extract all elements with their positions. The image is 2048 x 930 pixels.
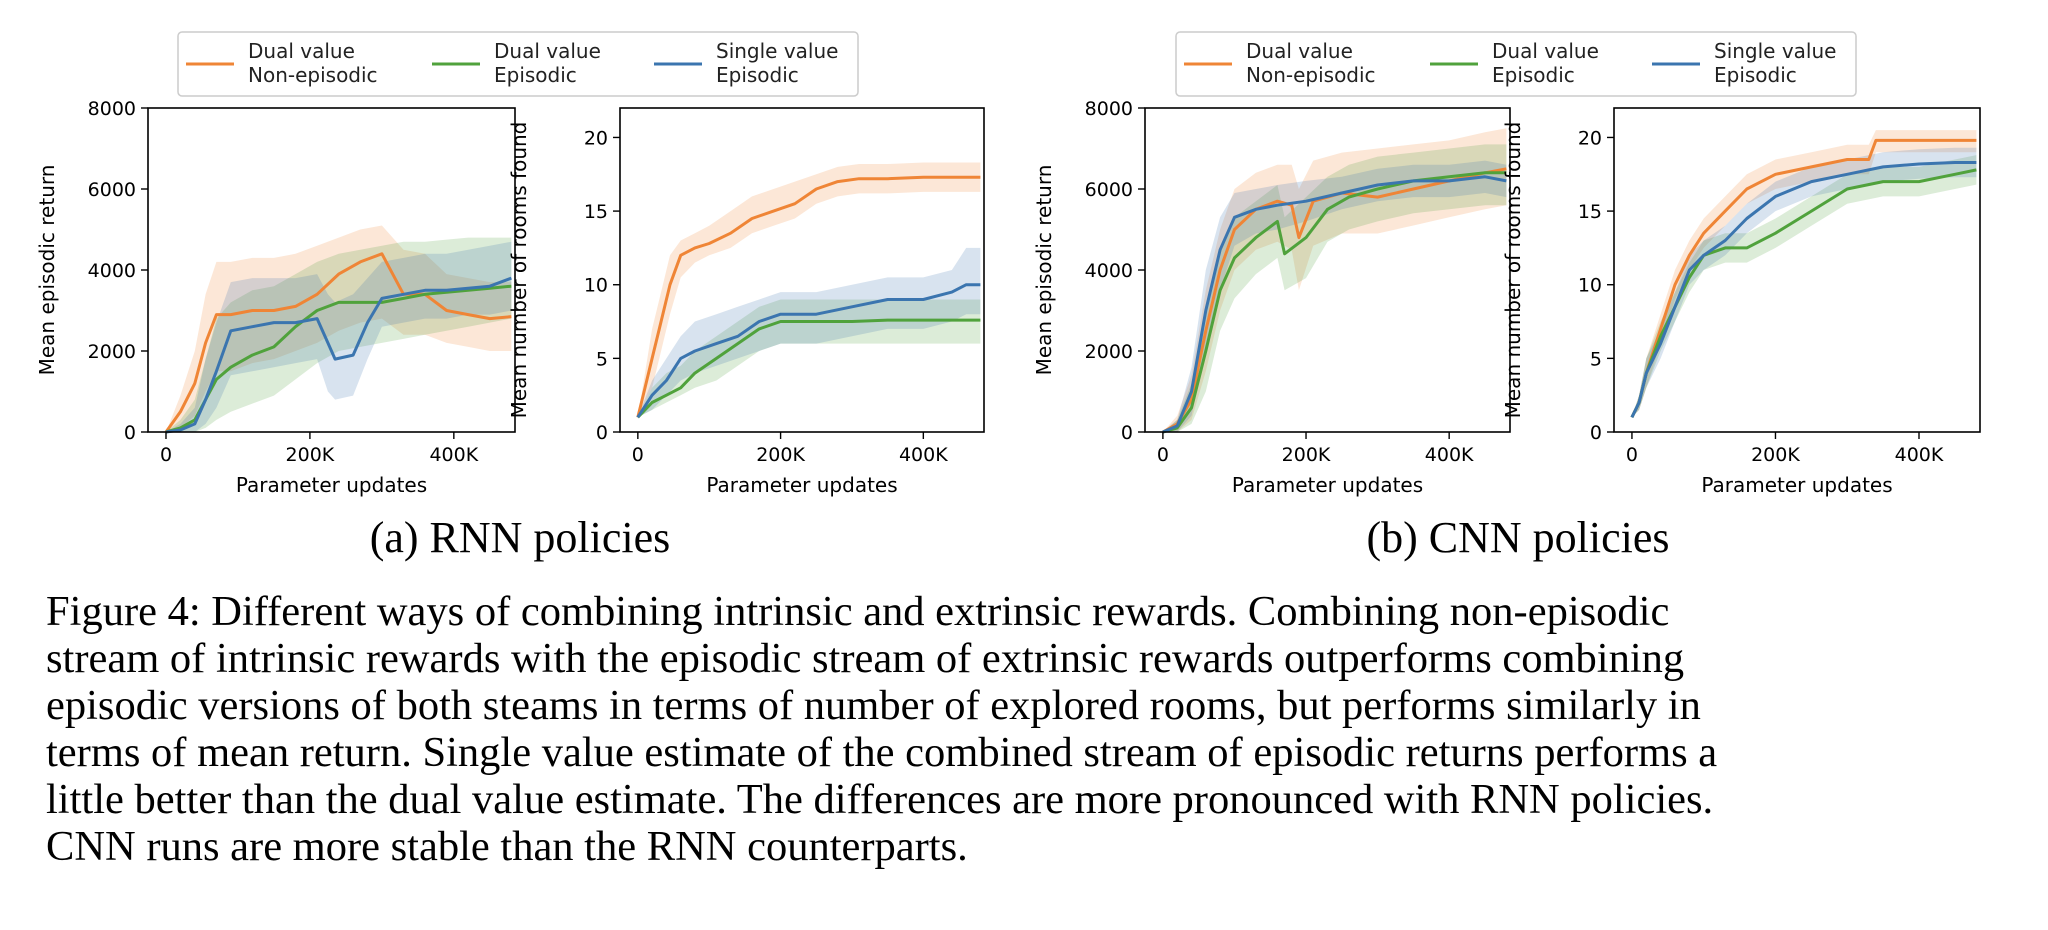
panel-rnn-return: 0 200K 400K 0 2000 4000 6000 8000 Parameter upda… (35, 98, 516, 497)
figure-caption: Figure 4: Different ways of combining in… (46, 588, 2006, 870)
x-tick-label: 0 (160, 444, 172, 466)
legend-label-line1: Single value (716, 39, 838, 63)
legend-label-line2: Episodic (1714, 63, 1797, 87)
band-dual-episodic (166, 237, 512, 432)
y-tick-label: 5 (1590, 348, 1602, 370)
x-tick-label: 400K (429, 444, 478, 466)
line-dual-nonepisodic (1162, 167, 1507, 434)
line-single-episodic (636, 283, 981, 419)
legend-label-line2: Episodic (716, 63, 799, 87)
caption-line: Figure 4: Different ways of combining in… (46, 588, 1670, 635)
y-tick-label: 2000 (1085, 341, 1133, 363)
y-tick-label: 10 (584, 275, 608, 297)
legend-frame (1175, 31, 1857, 97)
panel-rnn-rooms: 0 200K 400K 0 5 10 15 20 Parameter updates Mean n… (507, 107, 985, 497)
band-single-episodic (637, 247, 981, 418)
y-axis-label: Mean number of rooms found (1501, 122, 1525, 419)
y-tick-label: 15 (584, 201, 608, 223)
band-dual-episodic (637, 299, 981, 418)
y-tick-label: 6000 (88, 179, 136, 201)
line-single-episodic (1630, 161, 1977, 418)
figure-4: Dual value Non-episodic Dual value Episo… (35, 31, 1981, 562)
y-tick-label: 8000 (88, 98, 136, 120)
y-tick-label: 15 (1578, 201, 1602, 223)
y-tick-label: 0 (1121, 422, 1133, 444)
y-tick-label: 20 (1578, 127, 1602, 149)
legend-frame (177, 31, 859, 97)
legend-label-line2: Non-episodic (1246, 63, 1376, 87)
legend-label-line1: Dual value (248, 39, 355, 63)
band-dual-nonepisodic (637, 162, 981, 418)
caption-line: CNN runs are more stable than the RNN co… (46, 823, 968, 870)
x-tick-label: 400K (1425, 444, 1474, 466)
band-dual-episodic (1631, 155, 1977, 418)
line-single-episodic (1162, 175, 1507, 434)
plot-frame (1613, 107, 1981, 433)
x-axis-label: Parameter updates (1701, 473, 1892, 497)
plot-area (1614, 108, 1980, 432)
x-tick-label: 200K (756, 444, 805, 466)
x-tick-label: 200K (1282, 444, 1331, 466)
legend-label-line2: Episodic (494, 63, 577, 87)
line-dual-episodic (1630, 168, 1977, 418)
legend-label-line2: Episodic (1492, 63, 1575, 87)
band-single-episodic (1631, 147, 1977, 418)
x-tick-label: 0 (1626, 444, 1638, 466)
line-dual-nonepisodic (636, 175, 981, 418)
caption-line: terms of mean return. Single value estim… (46, 729, 1718, 776)
caption-line: episodic versions of both steams in term… (46, 682, 1701, 729)
legend-label-line1: Dual value (1492, 39, 1599, 63)
x-tick-label: 0 (632, 444, 644, 466)
legend-label-line2: Non-episodic (248, 63, 378, 87)
y-tick-label: 0 (124, 422, 136, 444)
panel-cnn-return: 0 200K 400K 0 2000 4000 6000 8000 Parameter upda… (1032, 98, 1511, 497)
y-tick-label: 0 (1590, 422, 1602, 444)
y-tick-label: 20 (584, 127, 608, 149)
plot-frame (619, 107, 985, 433)
y-tick-label: 2000 (88, 341, 136, 363)
legend-label-line1: Single value (1714, 39, 1836, 63)
x-axis-label: Parameter updates (706, 473, 897, 497)
line-dual-nonepisodic (164, 252, 512, 433)
plot-area (1145, 108, 1510, 432)
y-tick-label: 8000 (1085, 98, 1133, 120)
line-single-episodic (165, 276, 512, 434)
x-axis-label: Parameter updates (236, 473, 427, 497)
line-dual-nonepisodic (1630, 138, 1977, 418)
y-tick-label: 4000 (1085, 260, 1133, 282)
caption-line: stream of intrinsic rewards with the epi… (46, 635, 1685, 682)
x-tick-label: 400K (1895, 444, 1944, 466)
y-tick-label: 10 (1578, 275, 1602, 297)
band-dual-nonepisodic (1162, 128, 1507, 433)
y-axis-label: Mean episodic return (1032, 165, 1056, 376)
x-axis-label: Parameter updates (1232, 473, 1423, 497)
legend-a: Dual value Non-episodic Dual value Episo… (177, 31, 859, 97)
x-tick-label: 400K (899, 444, 948, 466)
y-tick-label: 4000 (88, 260, 136, 282)
plot-area (148, 108, 515, 432)
subcaption-a: (a) RNN policies (370, 513, 671, 562)
y-tick-label: 0 (596, 422, 608, 444)
legend-label-line1: Dual value (494, 39, 601, 63)
y-tick-label: 5 (596, 348, 608, 370)
x-tick-label: 0 (1157, 444, 1169, 466)
panel-cnn-rooms: 0 200K 400K 0 5 10 15 20 Parameter updates Mean n… (1501, 107, 1981, 497)
legend-label-line1: Dual value (1246, 39, 1353, 63)
caption-line: little better than the dual value estima… (46, 776, 1714, 823)
line-dual-episodic (636, 318, 981, 419)
band-single-episodic (1162, 160, 1507, 432)
band-dual-nonepisodic (166, 225, 512, 432)
plot-area (620, 108, 984, 432)
subcaption-b: (b) CNN policies (1366, 513, 1669, 562)
x-tick-label: 200K (286, 444, 335, 466)
legend-b: Dual value Non-episodic Dual value Episo… (1175, 31, 1857, 97)
y-axis-label: Mean number of rooms found (507, 122, 531, 419)
y-axis-label: Mean episodic return (35, 165, 59, 376)
x-tick-label: 200K (1751, 444, 1800, 466)
y-tick-label: 6000 (1085, 179, 1133, 201)
